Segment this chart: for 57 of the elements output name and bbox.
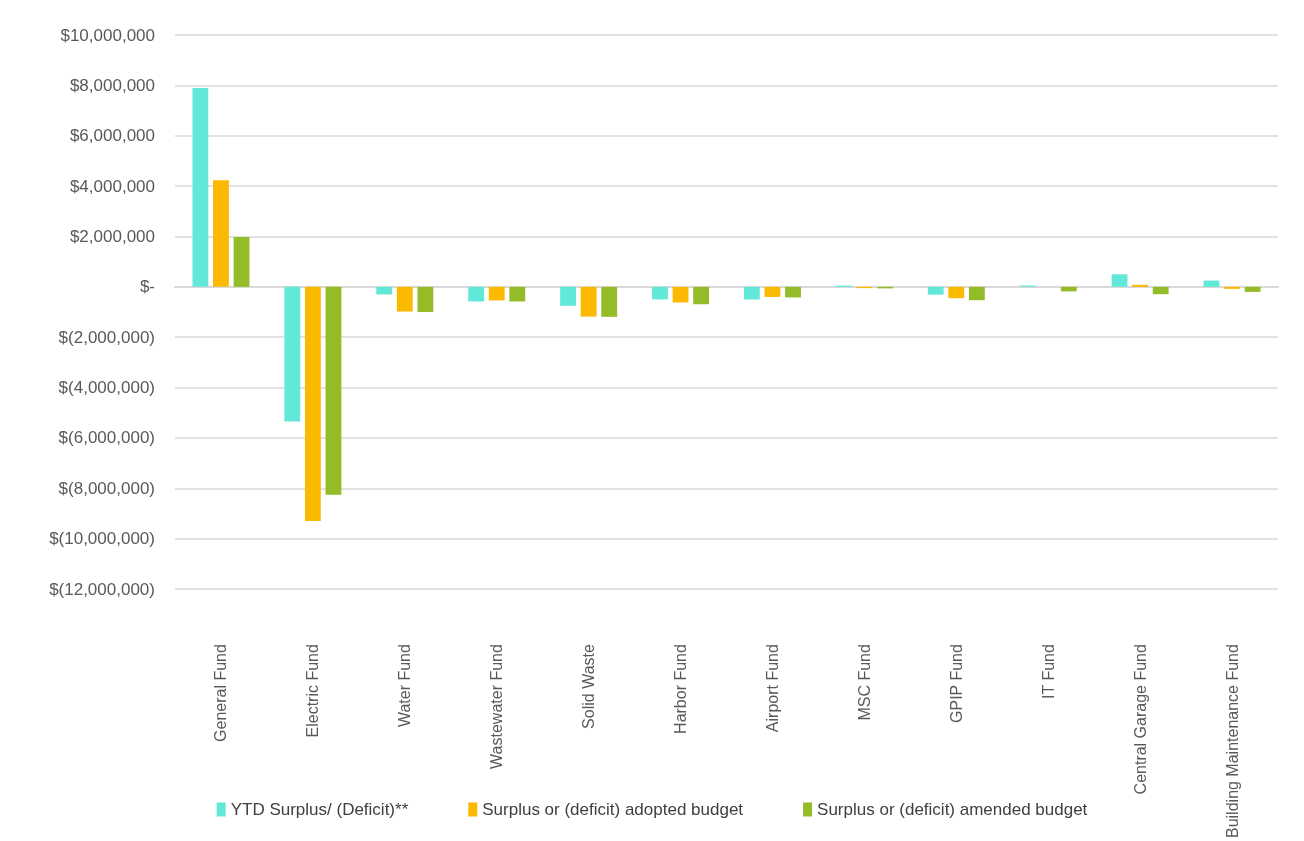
x-tick-label: IT Fund [1039, 644, 1057, 699]
bar [304, 286, 321, 522]
bar [968, 286, 985, 301]
legend-label: Surplus or (deficit) amended budget [817, 800, 1088, 819]
bar [325, 286, 342, 495]
bar [396, 286, 413, 312]
y-tick-label: $2,000,000 [69, 226, 155, 246]
y-tick-label: $(12,000,000) [49, 579, 155, 599]
bar [1224, 286, 1240, 289]
y-tick-label: $(2,000,000) [58, 327, 155, 347]
bar [672, 286, 689, 303]
bar [1111, 274, 1128, 287]
x-tick-label: General Fund [212, 644, 230, 742]
x-tick-label: Central Garage Fund [1131, 644, 1149, 795]
y-tick-label: $(6,000,000) [58, 428, 155, 448]
x-tick-label: MSC Fund [855, 644, 873, 721]
x-tick-label: Airport Fund [763, 644, 781, 733]
y-tick-label: $- [139, 277, 155, 297]
bar [927, 286, 944, 295]
x-tick-label: Harbor Fund [672, 644, 690, 734]
y-tick-label: $4,000,000 [69, 176, 155, 196]
bar [1244, 286, 1261, 292]
y-tick-label: $10,000,000 [60, 25, 155, 45]
bar [764, 286, 781, 297]
bar [1132, 284, 1149, 287]
x-tick-label: Wastewater Fund [488, 644, 506, 769]
x-tick-label: Water Fund [396, 644, 414, 728]
y-tick-label: $6,000,000 [69, 126, 155, 146]
x-tick-label: Solid Waste [580, 644, 598, 729]
bar [376, 286, 393, 295]
x-tick-label: GPIP Fund [947, 644, 965, 723]
bar [1152, 286, 1169, 295]
bar [1203, 280, 1220, 287]
legend-label: YTD Surplus/ (Deficit)** [230, 800, 409, 819]
bar [743, 286, 760, 300]
legend-label: Surplus or (deficit) adopted budget [482, 800, 744, 819]
bar [488, 286, 505, 301]
x-tick-label: Building Maintenance Fund [1223, 644, 1241, 838]
bar [192, 87, 209, 287]
bar [785, 286, 801, 298]
x-tick-label: Electric Fund [304, 644, 322, 738]
bar [948, 286, 965, 299]
y-tick-label: $(8,000,000) [58, 478, 155, 498]
bar [468, 286, 485, 302]
bar [417, 286, 434, 313]
bar [509, 286, 526, 302]
bar [580, 286, 597, 317]
y-tick-label: $(10,000,000) [49, 529, 155, 549]
bar [560, 286, 576, 306]
bar [284, 286, 301, 422]
y-tick-label: $(4,000,000) [58, 378, 155, 398]
y-tick-label: $8,000,000 [69, 75, 155, 95]
bar [693, 286, 710, 305]
bar [652, 286, 668, 300]
bar [601, 286, 618, 317]
bar [213, 180, 229, 287]
bar [233, 236, 250, 287]
